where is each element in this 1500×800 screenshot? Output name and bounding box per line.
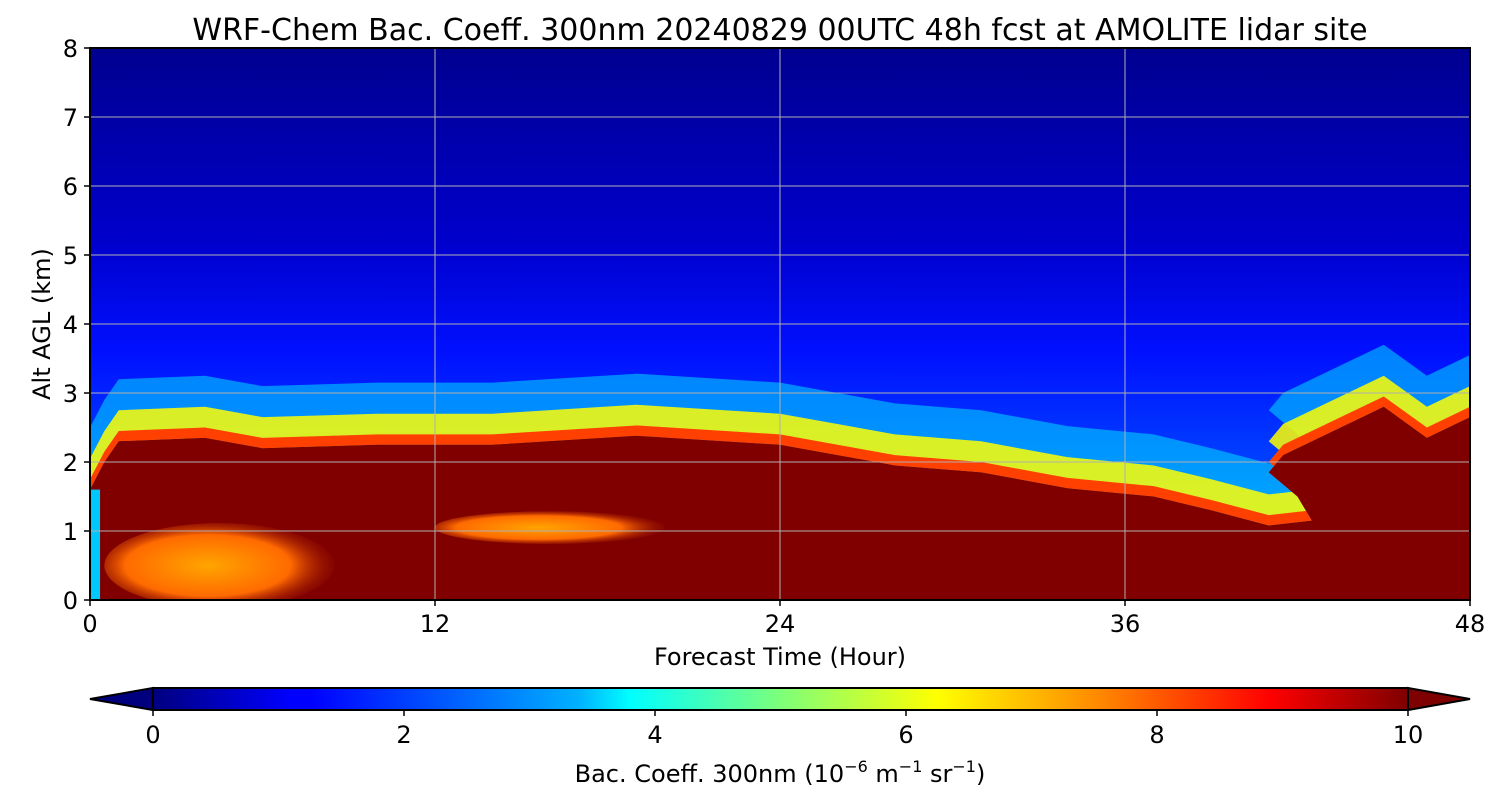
x-axis-ticks: 0 12 24 36 48: [82, 600, 1485, 638]
gridlines: [90, 48, 1470, 600]
colorbar-label: Bac. Coeff. 300nm (10−6 m−1 sr−1): [575, 757, 986, 788]
x-tick-label: 36: [1110, 610, 1141, 638]
colorbar-tick-label: 2: [396, 721, 411, 749]
x-tick-label: 0: [82, 610, 97, 638]
colorbar-tick-label: 10: [1393, 721, 1424, 749]
plot-area: [90, 48, 1470, 600]
y-tick-label: 1: [63, 518, 78, 546]
colorbar-tick-label: 6: [898, 721, 913, 749]
colorbar-gradient: [153, 688, 1408, 710]
colorbar-frame: [152, 687, 1409, 711]
colorbar-extend-high: [1407, 686, 1471, 712]
y-tick-label: 0: [63, 587, 78, 615]
x-tick-label: 24: [765, 610, 796, 638]
x-tick-label: 12: [420, 610, 451, 638]
y-tick-label: 6: [63, 173, 78, 201]
y-tick-label: 8: [63, 35, 78, 63]
colorbar-tick-label: 4: [647, 721, 662, 749]
colorbar-tick-label: 0: [145, 721, 160, 749]
low-value-pocket: [435, 511, 665, 544]
colorbar-tick-label: 8: [1149, 721, 1164, 749]
x-tick-label: 48: [1455, 610, 1486, 638]
colorbar-ticks: 0 2 4 6 8 10: [145, 710, 1423, 749]
chart-title: WRF-Chem Bac. Coeff. 300nm 20240829 00UT…: [192, 13, 1367, 48]
colorbar: 0 2 4 6 8 10 Bac. Coeff. 300nm (10−6 m−1 sr−1…: [89, 686, 1471, 788]
y-tick-label: 3: [63, 380, 78, 408]
y-axis-ticks: 0 1 2 3 4 5 6 7 8: [63, 35, 90, 615]
colorbar-extend-low: [89, 686, 154, 712]
y-tick-label: 4: [63, 311, 78, 339]
y-tick-label: 7: [63, 104, 78, 132]
low-value-pocket: [104, 523, 335, 600]
left-edge-strip: [90, 489, 101, 600]
x-axis-label: Forecast Time (Hour): [654, 643, 906, 671]
y-tick-label: 5: [63, 242, 78, 270]
y-tick-label: 2: [63, 449, 78, 477]
y-axis-label: Alt AGL (km): [28, 248, 56, 400]
